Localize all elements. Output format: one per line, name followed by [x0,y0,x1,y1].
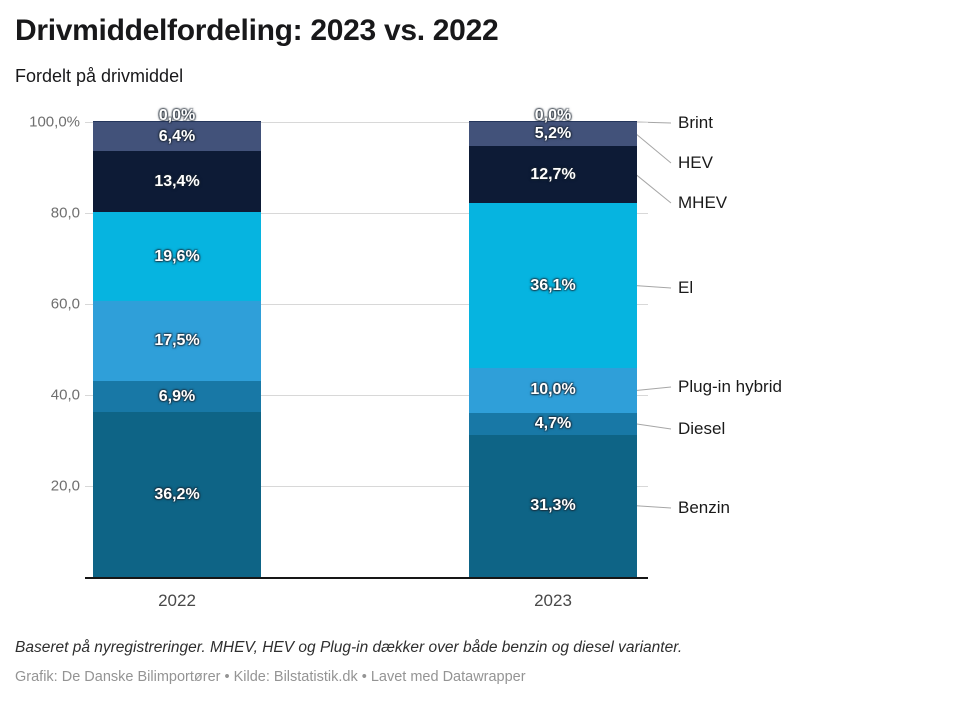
legend-label: Benzin [678,498,730,517]
bar-segment [469,434,637,577]
legend-line [635,133,672,164]
chart-subtitle: Fordelt på drivmiddel [15,66,184,86]
legend-label: Brint [678,113,713,132]
legend-label: MHEV [678,193,728,212]
legend-label: Plug-in hybrid [678,377,782,396]
legend-line [635,174,672,204]
bar-segment-label: 6,9% [158,387,196,405]
gridline [85,395,648,396]
bar-segment [469,413,637,435]
bar-segment-label: 0,0% [534,107,572,124]
bar-segment-label: 12,7% [530,165,576,183]
bar-segment-label: 6,4% [158,127,196,145]
gridline [85,213,648,214]
bar-segment-label: 13,4% [154,172,200,190]
legend-line [635,386,672,391]
bar-segment [469,121,637,122]
bar-segment-label: 31,3% [530,496,576,514]
bar-segment-label: 17,5% [154,332,200,350]
bar-segment [93,380,261,413]
bar-segment [93,212,261,302]
bar-segment-label: 0,0% [158,107,196,124]
bar-segment [469,367,637,414]
bar-segment-label: 10,0% [530,381,576,399]
x-axis-label: 2022 [158,591,196,610]
bar-segment [93,151,261,213]
y-tick-label: 20,0 [50,477,80,495]
bar-segment [469,122,637,146]
y-tick-label: 100,0% [29,113,80,131]
legend-line [635,505,672,509]
gridline [85,486,648,487]
y-tick-label: 80,0 [50,204,80,222]
bar-segment [93,122,261,152]
bar-segment [93,412,261,577]
legend-line [635,423,672,430]
legend-label: Diesel [678,419,726,438]
bar-segment-label: 36,1% [530,276,576,294]
bar-segment-label: 19,6% [154,247,200,265]
bar-segment [93,121,261,122]
bar-segment-label: 4,7% [534,414,572,432]
legend-line [635,285,672,289]
x-axis-label: 2023 [534,591,572,610]
bar-segment-label: 36,2% [154,485,200,503]
legend-label: El [678,278,694,297]
bar-segment [469,145,637,204]
footer-byline: Grafik: De Danske Bilimportører • Kilde:… [15,669,526,685]
bar-segment-label: 5,2% [534,124,572,142]
legend-label: HEV [678,153,713,172]
bar-segment [93,301,261,381]
bar-segment [469,203,637,368]
y-tick-label: 40,0 [50,386,80,404]
chart-title: Drivmiddelfordeling: 2023 vs. 2022 [15,14,499,47]
gridline [85,122,648,123]
axis-baseline [85,577,648,579]
footer-note: Baseret på nyregistreringer. MHEV, HEV o… [15,639,683,656]
y-tick-label: 60,0 [50,295,80,313]
gridline [85,304,648,305]
